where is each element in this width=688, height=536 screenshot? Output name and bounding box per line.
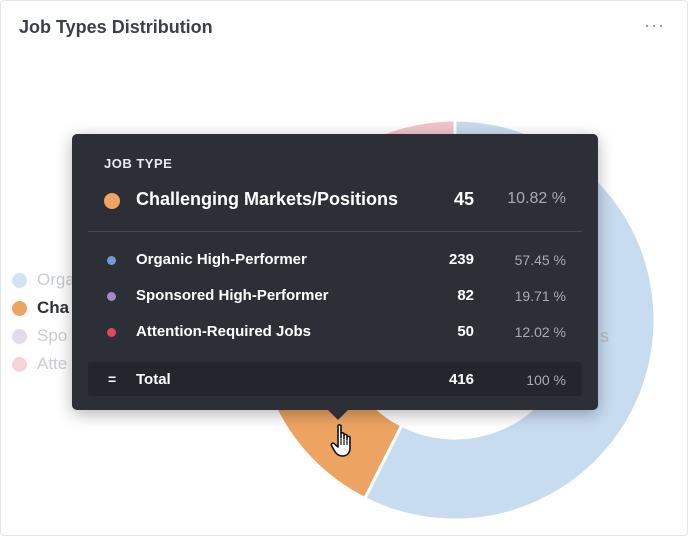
tooltip-divider	[88, 231, 582, 232]
tooltip-total-pct: 100 %	[526, 372, 566, 388]
tooltip-row-sponsored: Sponsored High-Performer 82 19.71 %	[72, 284, 598, 308]
hand-cursor-icon	[330, 424, 351, 457]
chart-tooltip: JOB TYPE Challenging Markets/Positions 4…	[72, 134, 598, 420]
legend-dot	[12, 272, 27, 288]
tooltip-header: JOB TYPE	[104, 156, 173, 171]
equals-icon: =	[108, 371, 117, 387]
card-title: Job Types Distribution	[19, 17, 213, 37]
tooltip-dot	[107, 292, 116, 301]
tooltip-row-name: Organic High-Performer	[136, 251, 307, 268]
legend-item-sponsored[interactable]: Spo	[12, 322, 75, 350]
legend-label: Atte	[37, 354, 68, 373]
tooltip-main-row: Challenging Markets/Positions 45 10.82 %	[72, 186, 598, 216]
tooltip-total-name: Total	[136, 371, 171, 388]
legend-label: Orga	[37, 270, 75, 289]
legend-label: Cha	[37, 298, 70, 317]
tooltip-main-name: Challenging Markets/Positions	[136, 189, 399, 209]
legend-item-challenging[interactable]: Cha	[12, 294, 75, 322]
tooltip-row-attention: Attention-Required Jobs 50 12.02 %	[72, 320, 598, 344]
legend-dot	[12, 356, 27, 372]
tooltip-row-count: 82	[457, 287, 474, 304]
tooltip-row-count: 50	[457, 323, 474, 340]
slice-label: s	[600, 326, 609, 346]
tooltip-row-organic: Organic High-Performer 239 57.45 %	[72, 248, 598, 272]
legend-item-organic[interactable]: Orga	[12, 266, 75, 294]
legend-dot	[12, 328, 27, 344]
more-options-icon[interactable]: ···	[644, 15, 665, 35]
legend-item-attention[interactable]: Atte	[12, 350, 75, 378]
tooltip-dot	[107, 256, 116, 265]
tooltip-main-count: 45	[453, 189, 474, 209]
tooltip-dot	[107, 328, 116, 337]
tooltip-row-name: Attention-Required Jobs	[136, 323, 311, 340]
tooltip-main-pct: 10.82 %	[507, 190, 566, 207]
tooltip-row-pct: 12.02 %	[514, 324, 566, 340]
tooltip-total-count: 416	[448, 371, 474, 388]
tooltip-arrow	[328, 410, 348, 420]
legend-label: Spo	[37, 326, 68, 345]
tooltip-row-count: 239	[448, 251, 474, 268]
chart-legend: Orga Cha Spo Atte	[12, 266, 75, 378]
tooltip-total-row: = Total 416 100 %	[88, 362, 582, 396]
tooltip-row-pct: 19.71 %	[514, 288, 566, 304]
tooltip-dot	[104, 193, 120, 209]
legend-dot	[12, 300, 27, 316]
tooltip-row-pct: 57.45 %	[514, 252, 566, 268]
tooltip-row-name: Sponsored High-Performer	[136, 287, 329, 304]
